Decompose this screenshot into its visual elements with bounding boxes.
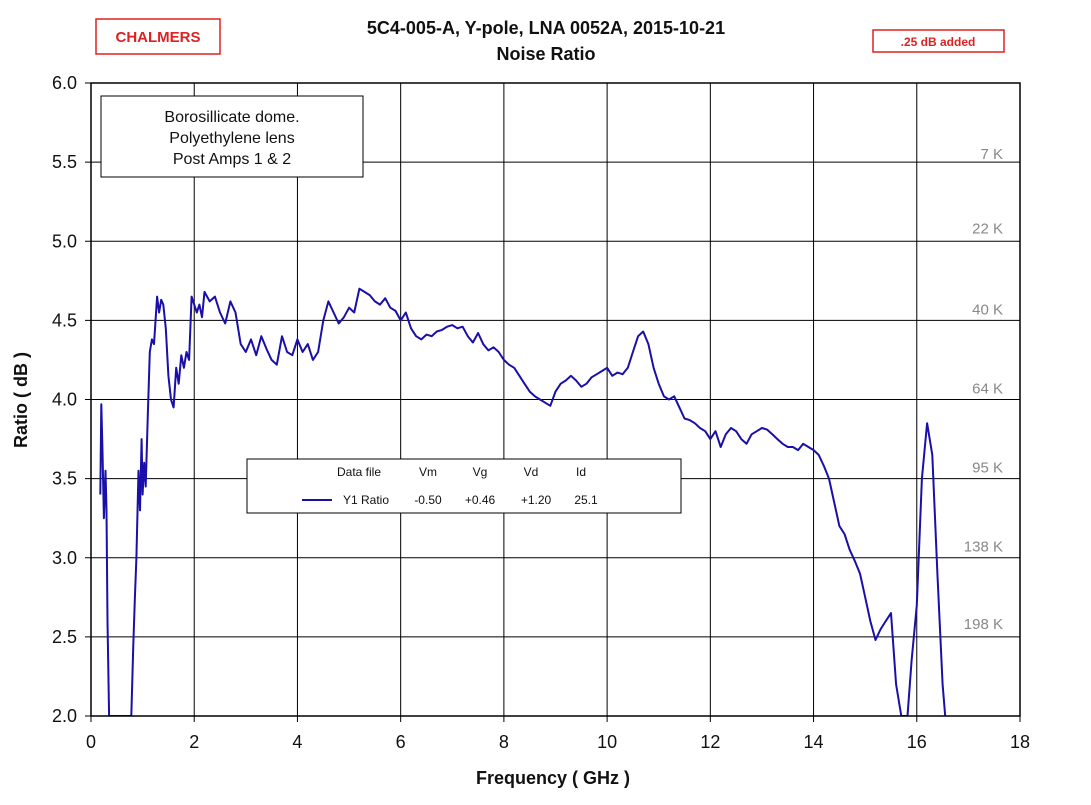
temperature-label: 7 K	[980, 146, 1003, 163]
added-badge	[872, 29, 1005, 53]
x-tick-label: 16	[907, 732, 927, 752]
legend-vm-value: -0.50	[414, 493, 442, 507]
chart-title: 5C4-005-A, Y-pole, LNA 0052A, 2015-10-21	[367, 18, 725, 38]
x-tick-label: 10	[597, 732, 617, 752]
y-tick-label: 4.0	[52, 390, 77, 410]
added-badge-text: .25 dB added	[901, 35, 976, 49]
legend-header-vm: Vm	[419, 465, 437, 479]
y-tick-label: 5.0	[52, 231, 77, 251]
x-tick-label: 14	[804, 732, 824, 752]
y-axis-ticks: 2.0 2.5 3.0 3.5 4.0 4.5 5.0 5.5 6.0	[52, 73, 91, 726]
temperature-labels: 7 K 22 K 40 K 64 K 95 K 138 K 198 K	[964, 146, 1003, 633]
y-tick-label: 5.5	[52, 152, 77, 172]
legend-id-value: 25.1	[574, 493, 598, 507]
x-axis-label: Frequency ( GHz )	[476, 768, 630, 788]
temperature-label: 40 K	[972, 301, 1003, 318]
series-layer	[99, 287, 947, 716]
legend: Data file Vm Vg Vd Id Y1 Ratio -0.50 +0.…	[246, 458, 682, 514]
y-tick-label: 4.5	[52, 310, 77, 330]
x-tick-label: 0	[86, 732, 96, 752]
temperature-label: 64 K	[972, 380, 1003, 397]
x-tick-label: 12	[700, 732, 720, 752]
x-tick-label: 18	[1010, 732, 1030, 752]
legend-series-name: Y1 Ratio	[343, 493, 389, 507]
temperature-label: 198 K	[964, 616, 1003, 633]
x-tick-label: 2	[189, 732, 199, 752]
y-tick-label: 2.0	[52, 706, 77, 726]
logo-text: CHALMERS	[116, 29, 201, 46]
x-axis-ticks: 0 2 4 6 8 10 12 14 16 18	[86, 716, 1030, 752]
series-line-y1-ratio	[99, 287, 947, 716]
x-tick-label: 4	[292, 732, 302, 752]
annotation-line-2: Polyethylene lens	[169, 130, 294, 147]
y-axis-label: Ratio ( dB )	[11, 352, 31, 448]
y-tick-label: 3.5	[52, 469, 77, 489]
legend-header-vd: Vd	[524, 465, 539, 479]
legend-header-vg: Vg	[473, 465, 488, 479]
chart-subtitle: Noise Ratio	[496, 44, 595, 64]
y-tick-label: 2.5	[52, 627, 77, 647]
logo-box	[95, 18, 221, 55]
y-tick-label: 6.0	[52, 73, 77, 93]
y-tick-label: 3.0	[52, 548, 77, 568]
legend-header-datafile: Data file	[337, 465, 381, 479]
annotation-line-3: Post Amps 1 & 2	[173, 151, 291, 168]
temperature-label: 138 K	[964, 539, 1003, 556]
temperature-label: 95 K	[972, 460, 1003, 477]
annotation-line-1: Borosillicate dome.	[164, 109, 299, 126]
grid-lines	[90, 82, 1021, 717]
annotation-box: Borosillicate dome. Polyethylene lens Po…	[100, 95, 364, 178]
temperature-label: 22 K	[972, 221, 1003, 238]
x-tick-label: 6	[396, 732, 406, 752]
legend-header-id: Id	[576, 465, 586, 479]
legend-vg-value: +0.46	[465, 493, 496, 507]
legend-vd-value: +1.20	[521, 493, 552, 507]
x-tick-label: 8	[499, 732, 509, 752]
